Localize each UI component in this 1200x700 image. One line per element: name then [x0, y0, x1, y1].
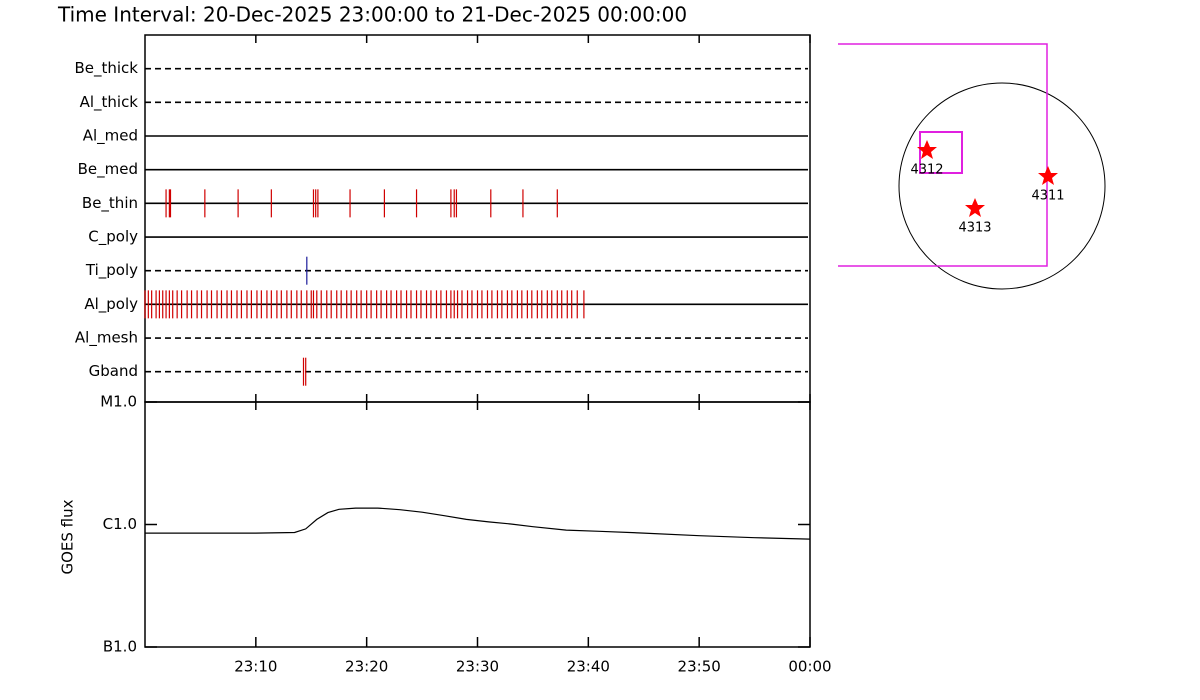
filter-label: Al_thick — [80, 93, 139, 112]
timeline-frame — [144, 34, 811, 403]
star — [965, 198, 985, 217]
fov-small — [919, 131, 963, 174]
x-tick-label: 23:50 — [678, 658, 721, 676]
filter-label: Al_poly — [84, 295, 138, 314]
fov-box — [838, 43, 1048, 267]
filter-label: Al_mesh — [75, 329, 138, 348]
y-tick-label: C1.0 — [103, 515, 137, 533]
x-tick-label: 23:20 — [345, 658, 388, 676]
sun-map: 4312 4311 4313 — [838, 43, 1106, 290]
ar-label: 4312 — [910, 163, 943, 178]
goes-curve — [145, 507, 811, 540]
star — [1038, 166, 1058, 185]
x-tick-label: 23:30 — [456, 658, 499, 676]
filter-label: Be_thin — [82, 194, 138, 213]
title: Time Interval: 20-Dec-2025 23:00:00 to 2… — [57, 3, 687, 27]
filter-label: Al_med — [83, 127, 138, 146]
y-axis-label: GOES flux — [59, 499, 77, 574]
ar-label: 4313 — [958, 221, 991, 236]
goes-frame — [144, 401, 811, 648]
ar-label: 4311 — [1031, 189, 1064, 204]
y-tick-label: B1.0 — [103, 638, 137, 656]
filter-label: Ti_poly — [85, 261, 138, 280]
x-tick-label: 23:10 — [234, 658, 277, 676]
filter-label: Gband — [89, 362, 138, 380]
star — [917, 140, 937, 159]
sun-disk — [898, 82, 1106, 290]
filter-label: Be_med — [78, 160, 138, 179]
x-tick-label: 23:40 — [567, 658, 610, 676]
y-tick-label: M1.0 — [100, 393, 137, 411]
filter-label: Be_thick — [74, 59, 138, 78]
filter-label: C_poly — [88, 228, 138, 247]
x-tick-label: 00:00 — [788, 658, 831, 676]
